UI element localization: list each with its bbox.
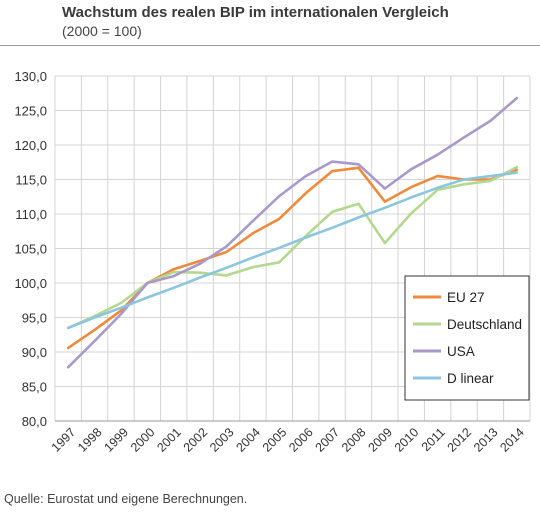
- gridlines: [54, 75, 531, 422]
- y-tick-label: 125,0: [14, 104, 47, 119]
- header-divider: [0, 45, 540, 46]
- y-tick-label: 110,0: [15, 207, 47, 222]
- y-tick-label: 130,0: [14, 69, 47, 84]
- y-tick-label: 115,0: [15, 173, 47, 188]
- x-tick-label: 2000: [128, 425, 158, 455]
- x-tick-label: 2009: [365, 425, 395, 455]
- x-tick-label: 2013: [471, 425, 501, 455]
- chart-title: Wachstum des realen BIP im international…: [62, 4, 449, 21]
- x-tick-label: 2014: [497, 425, 527, 455]
- legend-label: EU 27: [447, 290, 485, 305]
- legend-label: USA: [447, 344, 475, 359]
- x-tick-label: 2008: [339, 425, 369, 455]
- x-tick-label: 2011: [419, 425, 448, 454]
- y-tick-label: 100,0: [14, 276, 47, 291]
- legend: EU 27 Deutschland USA D linear: [404, 275, 530, 401]
- y-tick-label: 80,0: [22, 414, 47, 429]
- line-chart: 80,0 85,0 90,0 95,0 100,0 105,0 110,0 115,0 120,…: [14, 69, 531, 455]
- x-tick-label: 2002: [181, 425, 211, 455]
- x-tick-label: 2006: [286, 425, 316, 455]
- x-tick-label: 2012: [445, 425, 475, 455]
- x-tick-label: 2004: [233, 425, 263, 455]
- x-axis: 1997199819992000200120022003200420052006…: [49, 420, 530, 455]
- x-tick-label: 2005: [260, 425, 290, 455]
- chart-subtitle: (2000 = 100): [62, 23, 142, 39]
- y-axis: 80,0 85,0 90,0 95,0 100,0 105,0 110,0 115,0 120,…: [14, 69, 47, 429]
- x-tick-label: 1999: [102, 425, 132, 455]
- y-tick-label: 85,0: [22, 380, 47, 395]
- legend-label: D linear: [447, 371, 494, 386]
- x-tick-label: 2001: [154, 425, 184, 455]
- x-tick-label: 2010: [392, 425, 422, 455]
- y-tick-label: 95,0: [22, 311, 47, 326]
- series-line: [66, 171, 519, 330]
- x-tick-label: 2007: [313, 425, 343, 455]
- x-tick-label: 1998: [75, 425, 105, 455]
- y-tick-label: 120,0: [14, 138, 47, 153]
- y-tick-label: 105,0: [14, 242, 47, 257]
- legend-label: Deutschland: [447, 317, 522, 332]
- y-tick-label: 90,0: [22, 345, 47, 360]
- source-note: Quelle: Eurostat und eigene Berechnungen…: [4, 492, 248, 506]
- series-lines: [66, 96, 519, 369]
- x-tick-label: 2003: [207, 425, 237, 455]
- series-line: [66, 96, 519, 369]
- x-tick-label: 1997: [49, 425, 79, 455]
